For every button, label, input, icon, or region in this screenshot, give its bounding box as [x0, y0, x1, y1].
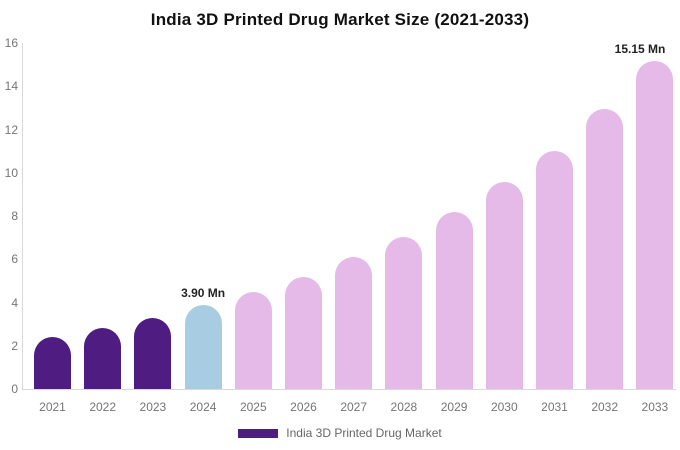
x-label-2033: 2033: [641, 400, 669, 414]
y-tick-label-14: 14: [4, 79, 18, 94]
bar-2026[interactable]: [285, 276, 322, 389]
x-label-2022: 2022: [89, 400, 117, 414]
y-tick-label-0: 0: [11, 382, 18, 396]
x-label-2028: 2028: [390, 400, 418, 414]
x-label-2024: 2024: [189, 400, 217, 414]
x-label-2030: 2030: [490, 400, 518, 414]
y-tick-label-8: 8: [11, 209, 18, 223]
x-label-2031: 2031: [541, 400, 568, 414]
bar-2029[interactable]: [435, 211, 473, 389]
y-tick-label-10: 10: [4, 165, 18, 180]
bar-2028[interactable]: [385, 236, 423, 389]
bar-2025[interactable]: [234, 291, 272, 389]
x-label-2027: 2027: [340, 400, 368, 414]
bar-2031[interactable]: [536, 151, 573, 389]
x-label-2025: 2025: [239, 400, 267, 414]
bar-2023[interactable]: [134, 317, 172, 389]
y-tick-label-12: 12: [4, 122, 18, 137]
bar-2033[interactable]: [636, 61, 674, 389]
bar-2027[interactable]: [335, 257, 373, 389]
chart-title: India 3D Printed Drug Market Size (2021-…: [150, 10, 530, 29]
annotation-2033: 15.15 Mn: [614, 42, 666, 57]
legend-swatch: [238, 428, 279, 438]
legend-label: India 3D Printed Drug Market: [286, 426, 442, 440]
bar-2021[interactable]: [34, 337, 71, 389]
bar-2024[interactable]: [184, 304, 222, 389]
x-axis-line: [22, 389, 676, 390]
y-tick-label-2: 2: [11, 338, 18, 353]
x-label-2026: 2026: [290, 400, 317, 414]
y-tick-label-4: 4: [11, 295, 18, 310]
x-label-2032: 2032: [591, 400, 619, 414]
legend-item-market[interactable]: India 3D Printed Drug Market: [238, 426, 442, 440]
annotation-2024: 3.90 Mn: [181, 285, 226, 300]
x-label-2029: 2029: [440, 400, 468, 414]
x-label-2023: 2023: [139, 400, 167, 414]
legend: India 3D Printed Drug Market: [0, 426, 680, 440]
y-axis-line: [22, 43, 23, 389]
x-label-2021: 2021: [39, 400, 66, 414]
bar-2022[interactable]: [84, 328, 122, 389]
y-tick-label-6: 6: [11, 252, 18, 267]
bar-2030[interactable]: [485, 182, 523, 389]
y-tick-label-16: 16: [4, 36, 18, 50]
bar-2032[interactable]: [586, 108, 624, 389]
